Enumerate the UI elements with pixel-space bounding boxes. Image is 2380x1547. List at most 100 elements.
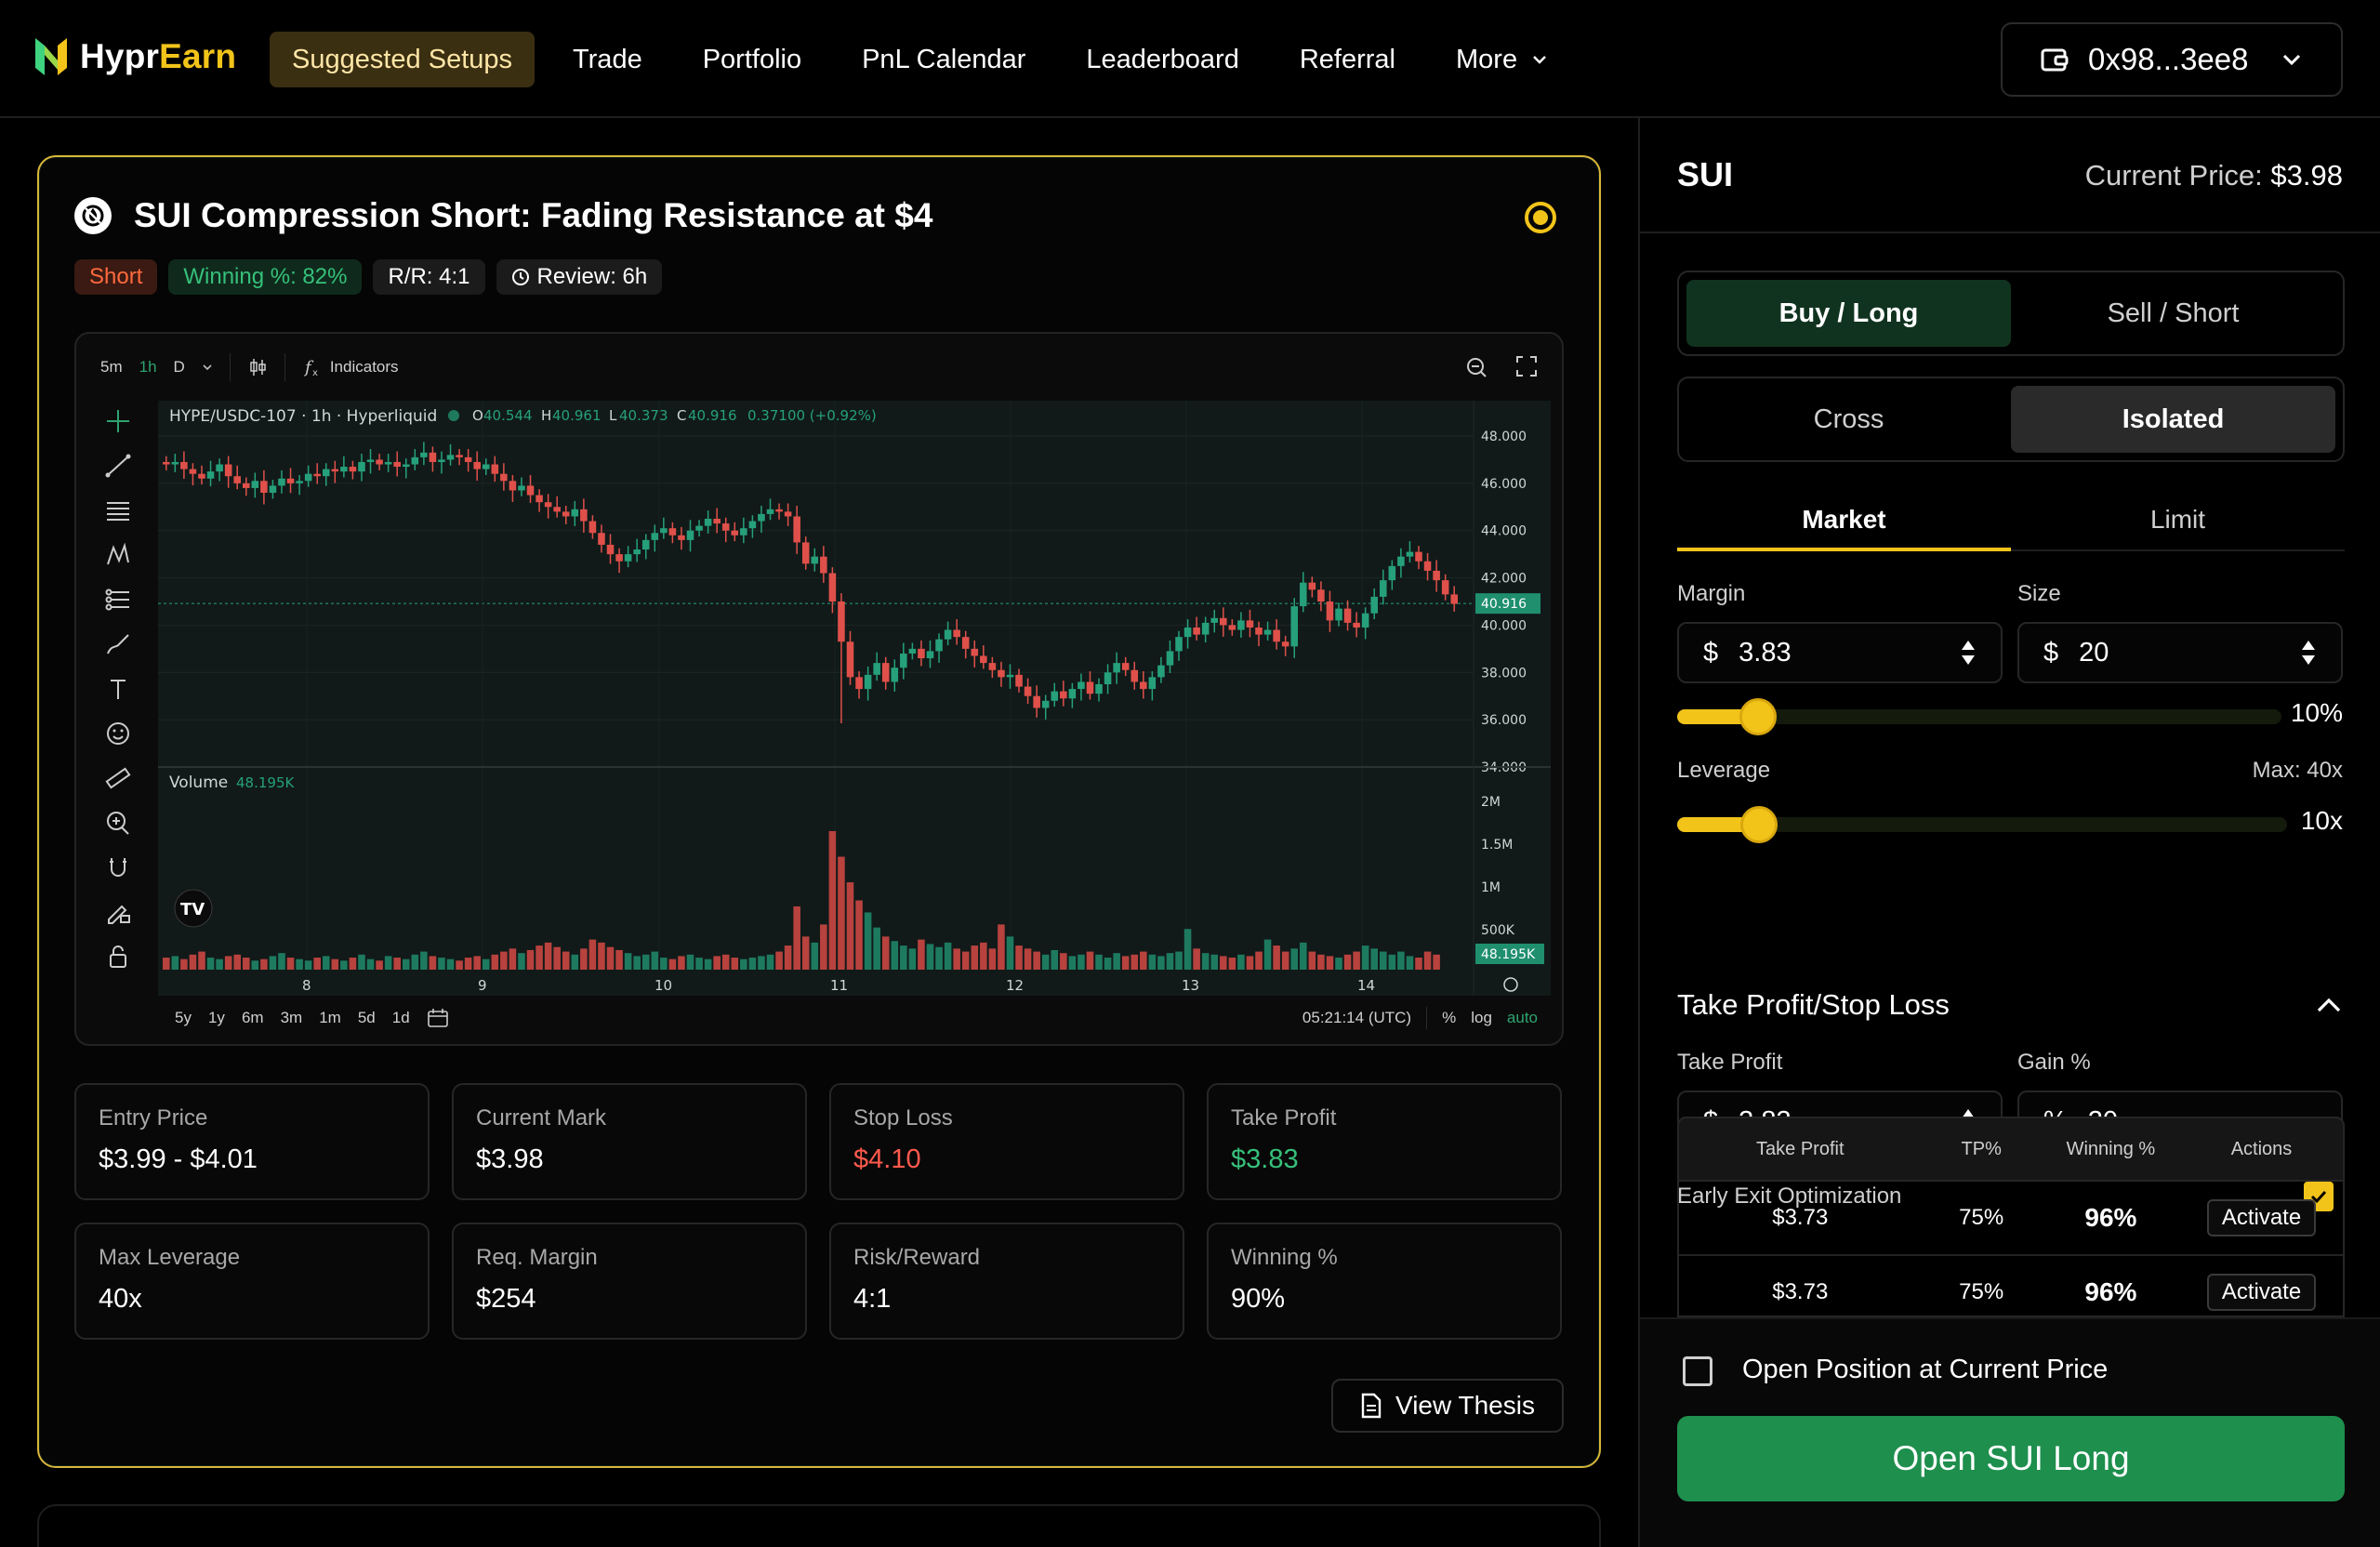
nav-leaderboard[interactable]: Leaderboard bbox=[1086, 44, 1239, 74]
percent-scale-toggle[interactable]: % bbox=[1442, 1009, 1457, 1026]
volume-bar bbox=[1273, 945, 1280, 970]
stat-value: $3.98 bbox=[476, 1144, 544, 1174]
range-5y[interactable]: 5y bbox=[175, 1009, 192, 1026]
auto-scale-toggle[interactable]: auto bbox=[1506, 1009, 1538, 1026]
text-tool-icon[interactable] bbox=[104, 676, 132, 702]
isolated-button[interactable]: Isolated bbox=[2011, 386, 2335, 453]
log-scale-toggle[interactable]: log bbox=[1471, 1009, 1492, 1026]
volume-bar bbox=[961, 951, 970, 970]
volume-bar bbox=[1255, 951, 1263, 970]
volume-bar bbox=[286, 958, 295, 970]
volume-bar bbox=[615, 949, 623, 970]
calendar-range-icon[interactable] bbox=[427, 1008, 449, 1028]
nav-suggested-setups[interactable]: Suggested Setups bbox=[270, 32, 536, 87]
zoom-in-icon[interactable] bbox=[104, 810, 132, 836]
size-input[interactable]: $ 20 bbox=[2017, 622, 2343, 683]
candle bbox=[340, 467, 348, 472]
horizontal-lines-icon[interactable] bbox=[104, 497, 132, 523]
magnet-icon[interactable] bbox=[104, 854, 132, 880]
candle bbox=[1157, 665, 1165, 678]
buy-long-button[interactable]: Buy / Long bbox=[1686, 280, 2011, 347]
candlestick-chart[interactable]: 48.000 46.000 44.000 42.000 40.000 38.000 36.0… bbox=[158, 401, 1551, 996]
volume-bar bbox=[828, 830, 837, 970]
cross-button[interactable]: Cross bbox=[1813, 403, 1884, 434]
leverage-slider[interactable] bbox=[1677, 806, 2287, 843]
logo[interactable]: HyprEarn bbox=[35, 37, 236, 76]
candle bbox=[846, 641, 854, 678]
volume-bar bbox=[1317, 954, 1325, 970]
range-5d[interactable]: 5d bbox=[357, 1009, 376, 1026]
volume-last-label: 48.195K bbox=[1481, 947, 1536, 962]
chart-time: 05:21:14 (UTC) bbox=[1302, 1009, 1412, 1026]
candle-type-icon[interactable] bbox=[247, 357, 268, 377]
size-slider-knob[interactable] bbox=[1739, 698, 1777, 735]
range-1m[interactable]: 1m bbox=[319, 1009, 341, 1026]
candles bbox=[163, 442, 1458, 723]
nav-portfolio[interactable]: Portfolio bbox=[702, 44, 802, 74]
stat-winning: Winning % 90% bbox=[1207, 1223, 1562, 1340]
range-1d[interactable]: 1d bbox=[391, 1009, 410, 1026]
volume-bar bbox=[1086, 951, 1094, 970]
nav-more[interactable]: More bbox=[1434, 32, 1571, 87]
range-6m[interactable]: 6m bbox=[241, 1009, 264, 1026]
logo-icon bbox=[35, 38, 67, 75]
timeframe-1h[interactable]: 1h bbox=[139, 358, 157, 376]
candle bbox=[1220, 617, 1227, 626]
crosshair-icon[interactable] bbox=[104, 408, 132, 434]
indicators-button[interactable]: Indicators bbox=[329, 358, 399, 376]
projection-icon[interactable] bbox=[104, 587, 132, 613]
stepper-icon[interactable] bbox=[2300, 639, 2317, 667]
stat-req-margin: Req. Margin $254 bbox=[452, 1223, 807, 1340]
timeframe-5m[interactable]: 5m bbox=[100, 358, 123, 376]
volume-bar bbox=[1335, 958, 1342, 970]
volume-bar bbox=[695, 958, 703, 970]
candle bbox=[384, 461, 392, 465]
tab-market[interactable]: Market bbox=[1677, 490, 2011, 551]
tab-limit[interactable]: Limit bbox=[2149, 505, 2206, 534]
activate-button[interactable]: Activate bbox=[2206, 1199, 2317, 1236]
volume-bar bbox=[189, 954, 197, 970]
size-slider[interactable] bbox=[1677, 698, 2281, 735]
open-at-current-price-checkbox[interactable] bbox=[1683, 1356, 1712, 1386]
size-value: 20 bbox=[2079, 637, 2109, 668]
margin-input[interactable]: $ 3.83 bbox=[1677, 622, 2003, 683]
volume-tick-label: 1M bbox=[1481, 880, 1501, 895]
snapshot-icon[interactable] bbox=[1463, 354, 1488, 378]
lock-pencil-icon[interactable] bbox=[104, 899, 132, 925]
range-3m[interactable]: 3m bbox=[280, 1009, 303, 1026]
view-thesis-button[interactable]: View Thesis bbox=[1331, 1379, 1564, 1433]
volume-bar bbox=[678, 956, 685, 970]
wallet-button[interactable]: 0x98...3ee8 bbox=[2001, 22, 2343, 97]
pattern-icon[interactable] bbox=[104, 542, 132, 568]
nav-trade[interactable]: Trade bbox=[573, 44, 642, 74]
chevron-down-icon bbox=[1533, 56, 1546, 64]
stat-label: Max Leverage bbox=[99, 1245, 241, 1270]
nav-pnl-calendar[interactable]: PnL Calendar bbox=[862, 44, 1026, 74]
candle bbox=[651, 533, 659, 540]
leverage-slider-knob[interactable] bbox=[1739, 806, 1778, 843]
range-1y[interactable]: 1y bbox=[207, 1009, 225, 1026]
candle bbox=[864, 674, 872, 690]
table-row: $3.73 75% 96% Activate bbox=[1679, 1256, 2343, 1316]
volume-bar bbox=[793, 906, 800, 970]
volume-bar bbox=[411, 954, 419, 970]
open-position-button[interactable]: Open SUI Long bbox=[1677, 1416, 2345, 1501]
candle bbox=[393, 461, 401, 468]
brush-icon[interactable] bbox=[104, 631, 132, 657]
candle bbox=[1166, 651, 1174, 666]
emoji-icon[interactable] bbox=[104, 721, 132, 747]
trendline-icon[interactable] bbox=[104, 453, 132, 479]
volume-bar bbox=[251, 960, 259, 970]
sell-short-button[interactable]: Sell / Short bbox=[2107, 298, 2240, 328]
nav-referral[interactable]: Referral bbox=[1299, 44, 1395, 74]
volume-value: 48.195K bbox=[236, 774, 295, 791]
chevron-down-icon[interactable] bbox=[202, 362, 213, 373]
chevron-up-icon[interactable] bbox=[2315, 992, 2343, 1020]
stepper-icon[interactable] bbox=[1960, 639, 1977, 667]
ruler-icon[interactable] bbox=[104, 765, 132, 791]
timeframe-d[interactable]: D bbox=[173, 358, 185, 376]
fullscreen-icon[interactable] bbox=[1515, 355, 1538, 377]
activate-button[interactable]: Activate bbox=[2206, 1274, 2317, 1311]
lock-icon[interactable] bbox=[104, 944, 132, 970]
